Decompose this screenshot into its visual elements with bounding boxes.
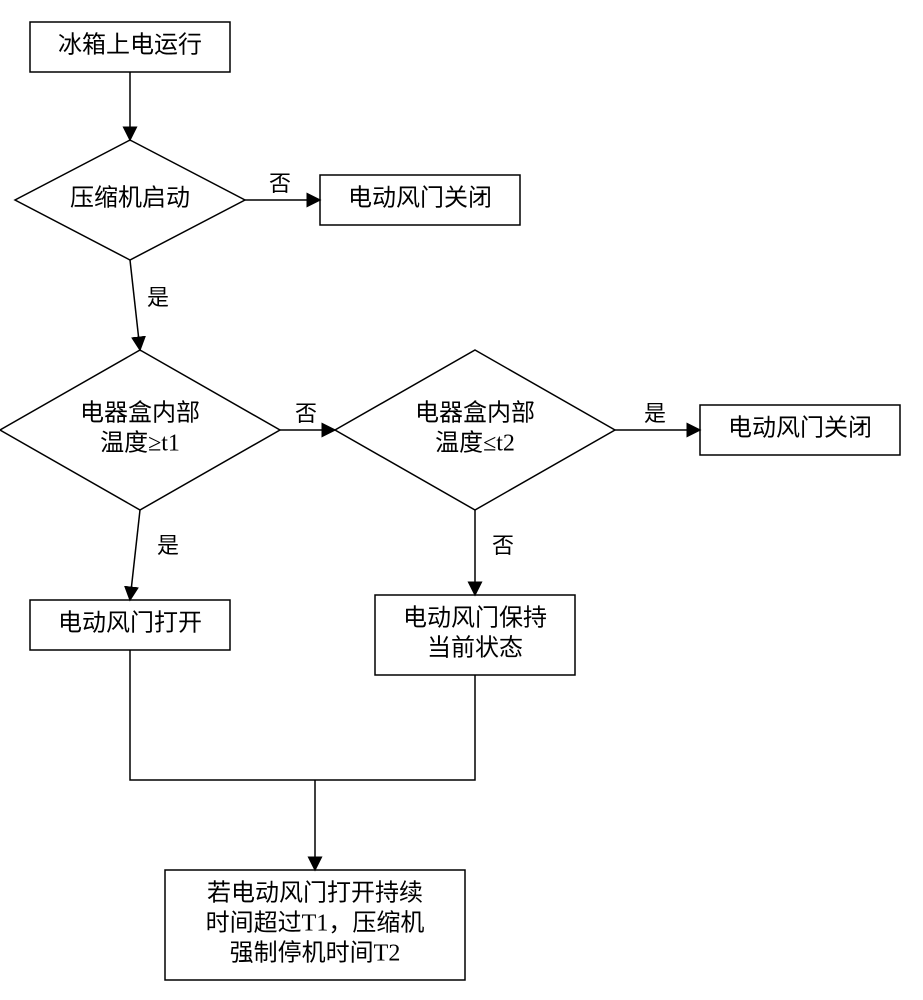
edge-label: 否 [492, 533, 514, 558]
edge-label: 否 [269, 171, 291, 196]
node-d_t2: 电器盒内部温度≤t2 [335, 350, 615, 510]
edge-label: 是 [147, 285, 169, 310]
node-text: 电器盒内部 [415, 400, 535, 427]
node-text: 电动风门关闭 [728, 415, 872, 442]
node-text: 电器盒内部 [80, 400, 200, 427]
node-text: 强制停机时间T2 [230, 940, 401, 967]
node-start: 冰箱上电运行 [30, 22, 230, 72]
node-text: 压缩机启动 [70, 185, 190, 212]
edge-7 [130, 650, 315, 780]
edge-4 [130, 510, 140, 600]
edge-8 [315, 675, 475, 780]
node-text: 若电动风门打开持续 [207, 880, 423, 907]
node-text: 温度≥t1 [100, 430, 180, 457]
edge-label: 是 [644, 401, 666, 426]
edge-label: 否 [295, 401, 317, 426]
node-text: 时间超过T1，压缩机 [206, 910, 425, 937]
node-d_t1: 电器盒内部温度≥t1 [0, 350, 280, 510]
node-text: 当前状态 [427, 635, 523, 662]
node-final: 若电动风门打开持续时间超过T1，压缩机强制停机时间T2 [165, 870, 465, 980]
node-keep: 电动风门保持当前状态 [375, 595, 575, 675]
node-text: 电动风门保持 [403, 605, 547, 632]
node-open: 电动风门打开 [30, 600, 230, 650]
node-close1: 电动风门关闭 [320, 175, 520, 225]
node-text: 温度≤t2 [435, 430, 515, 457]
node-text: 冰箱上电运行 [58, 32, 202, 59]
node-close2: 电动风门关闭 [700, 405, 900, 455]
node-text: 电动风门关闭 [348, 185, 492, 212]
node-text: 电动风门打开 [58, 610, 202, 637]
node-d_compressor: 压缩机启动 [15, 140, 245, 260]
edge-label: 是 [157, 533, 179, 558]
edge-2 [130, 260, 140, 350]
